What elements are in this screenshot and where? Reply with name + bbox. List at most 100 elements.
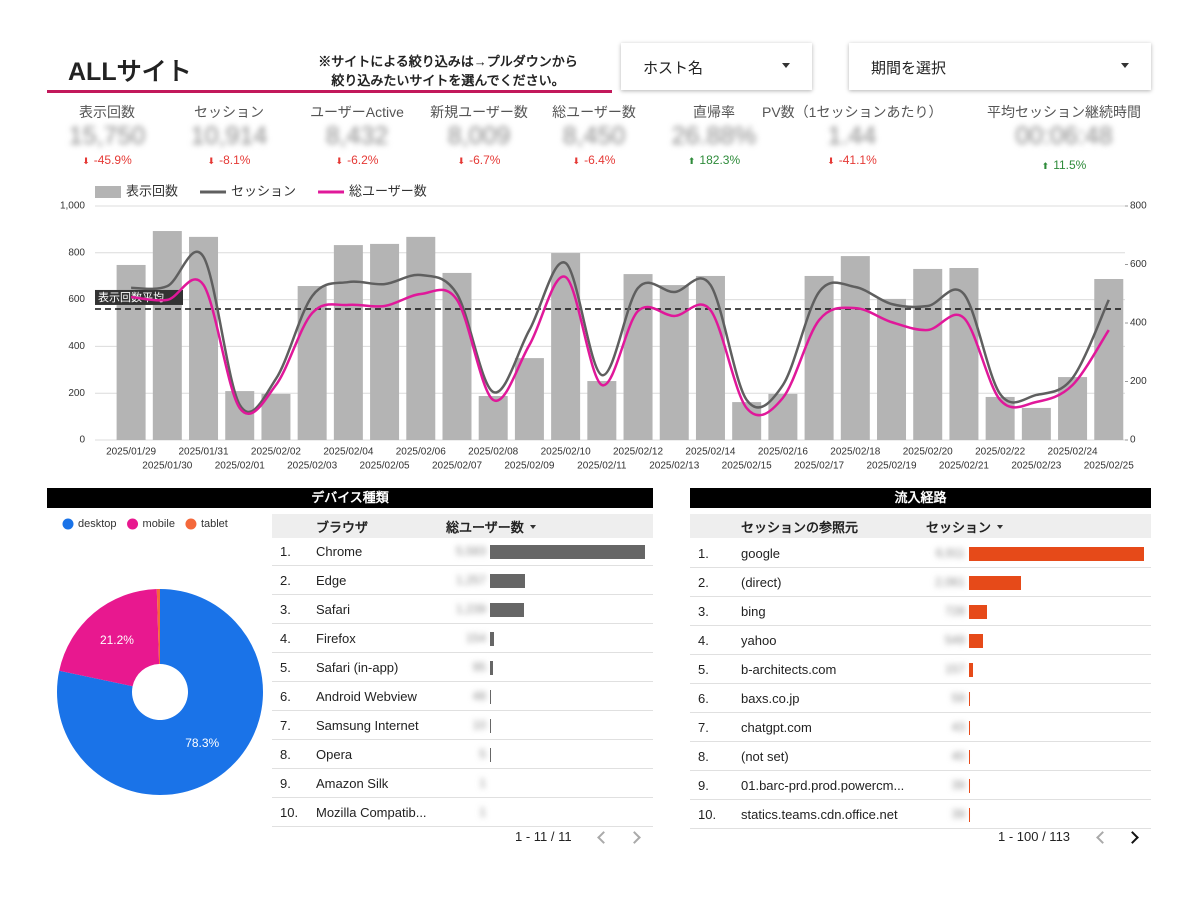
row-rank: 6. (280, 689, 291, 704)
row-rank: 9. (280, 776, 291, 791)
sort-caret (530, 525, 536, 529)
pie-slice (59, 589, 160, 687)
row-rank: 4. (280, 631, 291, 646)
scorecard-label: 平均セッション継続時間 (987, 104, 1141, 120)
filter-label: ホスト名 (643, 60, 704, 77)
x-tick-label: 2025/02/11 (577, 461, 627, 472)
value-bar (969, 663, 973, 677)
row-name: baxs.co.jp (741, 691, 800, 706)
bar (913, 268, 943, 440)
scorecard-value: 8,432 (325, 122, 389, 150)
bar (514, 358, 544, 440)
line-series (130, 275, 1110, 417)
row-divider (690, 770, 1151, 771)
header-note: 絞り込みたいサイトを選んでください。 (331, 73, 565, 88)
row-rank: 10. (280, 805, 299, 820)
column-header[interactable]: セッション (926, 520, 992, 535)
filter-dropdown[interactable]: 期間を選択 (849, 43, 1151, 90)
scorecard-label: セッション (194, 104, 264, 120)
row-divider (690, 654, 1151, 655)
page-button[interactable] (628, 831, 641, 844)
row-rank: 8. (280, 747, 291, 762)
row-name: Safari (316, 602, 350, 617)
pagination: 1 - 11 / 11 (515, 829, 572, 844)
y2-tick-label: 600 (1130, 259, 1147, 270)
page-button[interactable] (1126, 831, 1139, 844)
scorecard-delta: ⬇ -41.1% (762, 153, 942, 167)
row-rank: 10. (698, 807, 717, 822)
bar (478, 396, 508, 440)
page-button[interactable] (597, 831, 610, 844)
x-tick-label: 2025/02/06 (396, 447, 446, 458)
row-name: 01.barc-prd.prod.powercm... (741, 778, 905, 793)
column-header[interactable]: 総ユーザー数 (446, 520, 524, 535)
scorecard-label: PV数（1セッションあたり） (762, 104, 943, 120)
scorecard-value: 8,450 (562, 122, 626, 150)
page-title: ALLサイト (68, 58, 192, 86)
page-button[interactable] (1096, 831, 1109, 844)
x-tick-label: 2025/01/31 (178, 447, 228, 458)
row-value: 1,257 (455, 573, 486, 587)
row-name: Samsung Internet (316, 718, 419, 733)
legend-swatch (62, 518, 74, 530)
row-rank: 7. (698, 720, 709, 735)
scorecard-value: 8,009 (447, 122, 511, 150)
row-divider (272, 565, 653, 566)
y-tick-label: 400 (68, 341, 85, 352)
x-tick-label: 2025/02/09 (504, 461, 554, 472)
filter-label: 期間を選択 (871, 60, 947, 77)
scorecard-delta: ⬇ -6.7% (389, 153, 569, 167)
bar (370, 243, 400, 440)
value-bar (969, 779, 970, 793)
y-tick-label: 200 (68, 388, 85, 399)
delta-value: -45.9% (93, 153, 132, 167)
row-rank: 4. (698, 633, 709, 648)
value-bar (969, 721, 971, 735)
row-rank: 6. (698, 691, 709, 706)
sort-caret (997, 525, 1003, 529)
delta-value: -6.2% (347, 153, 379, 167)
scorecard-value: 1.44 (827, 122, 877, 150)
filter-dropdown[interactable]: ホスト名 (621, 43, 812, 90)
table-header (272, 514, 653, 538)
row-rank: 8. (698, 749, 709, 764)
value-bar (490, 690, 492, 704)
legend-label: セッション (231, 183, 296, 198)
bar (297, 286, 327, 440)
row-name: Amazon Silk (316, 776, 389, 791)
x-tick-label: 2025/02/17 (794, 461, 844, 472)
scorecard-delta: ⬆ 182.3% (624, 153, 804, 167)
delta-arrow: ⬇ (82, 156, 90, 166)
row-rank: 9. (698, 778, 709, 793)
row-name: chatgpt.com (741, 720, 812, 735)
row-rank: 3. (698, 604, 709, 619)
scorecard-value: 15,750 (68, 122, 146, 150)
pie-chart: 78.3% 21.2% desktop mobile tablet (57, 518, 263, 795)
delta-value: 182.3% (699, 153, 741, 167)
x-tick-label: 2025/02/22 (975, 447, 1025, 458)
y2-tick-label: 800 (1130, 201, 1147, 212)
delta-value: -41.1% (838, 153, 877, 167)
x-tick-label: 2025/02/08 (468, 447, 518, 458)
header-note: ※サイトによる絞り込みは→プルダウンから (318, 54, 578, 69)
row-divider (690, 567, 1151, 568)
bar (333, 245, 363, 440)
value-bar (490, 661, 493, 675)
title-underline (47, 90, 612, 93)
delta-arrow: ⬆ (687, 156, 696, 166)
row-value: 48 (472, 689, 486, 703)
row-name: (direct) (741, 575, 782, 590)
row-value: 5,583 (455, 544, 486, 558)
x-tick-label: 2025/01/30 (142, 461, 192, 472)
pie-label: 21.2% (100, 633, 134, 647)
value-bar (969, 634, 983, 648)
bar (659, 285, 689, 440)
row-divider (272, 623, 653, 624)
row-divider (272, 710, 653, 711)
bar (225, 391, 255, 440)
x-tick-label: 2025/02/25 (1084, 461, 1134, 472)
bar (804, 275, 834, 440)
x-tick-label: 2025/02/04 (323, 447, 373, 458)
legend-label: desktop (78, 518, 117, 530)
scorecard-label: 表示回数 (79, 104, 135, 120)
